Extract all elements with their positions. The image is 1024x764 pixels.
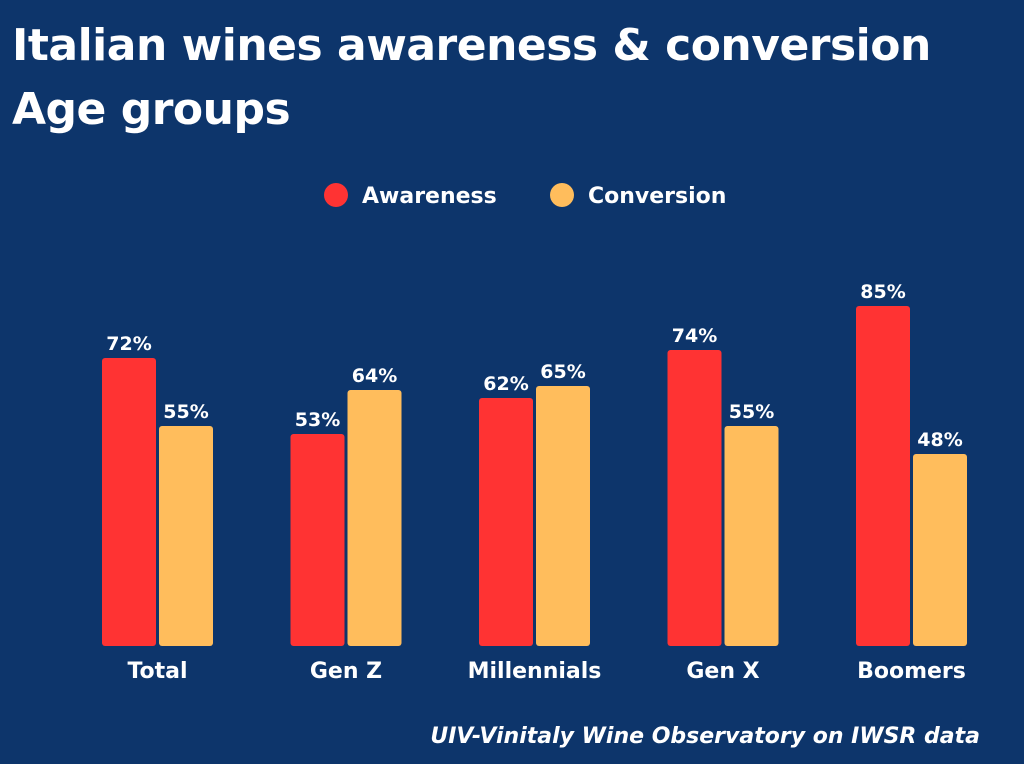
bar-conversion-gen-x [724,426,779,646]
category-label-boomers: Boomers [857,659,966,684]
bar-conversion-total [159,426,213,646]
data-label-conversion-total: 55% [163,401,208,423]
data-label-conversion-boomers: 48% [917,429,962,451]
bar-awareness-gen-z [290,434,345,646]
title-line-2: Age groups [12,84,291,135]
data-label-awareness-gen-z: 53% [295,409,340,431]
category-label-gen-x: Gen X [686,659,759,684]
legend-label-conversion: Conversion [588,184,726,209]
bar-conversion-gen-z [347,390,402,646]
data-label-conversion-gen-z: 64% [352,365,397,387]
data-label-conversion-millennials: 65% [540,361,585,383]
category-labels: Total Gen Z Millennials Gen X Boomers [127,659,965,684]
bar-labels: 72% 55% 53% 64% 62% 65% 74% 55% 85% 48% [106,281,962,451]
chart-title: Italian wines awareness & conversion Age… [12,14,931,142]
bars [102,306,967,646]
category-label-millennials: Millennials [468,659,602,684]
bar-awareness-gen-x [667,350,722,646]
data-label-awareness-boomers: 85% [860,281,905,303]
bar-awareness-total [102,358,156,646]
bar-conversion-millennials [536,386,590,646]
legend-swatch-conversion [550,183,574,207]
bar-conversion-boomers [913,454,967,646]
legend: Awareness Conversion [324,183,726,209]
source-note: UIV-Vinitaly Wine Observatory on IWSR da… [430,724,980,749]
legend-label-awareness: Awareness [362,184,497,209]
category-label-total: Total [127,659,187,684]
bar-awareness-boomers [856,306,910,646]
legend-swatch-awareness [324,183,348,207]
bar-awareness-millennials [479,398,533,646]
category-label-gen-z: Gen Z [310,659,382,684]
title-line-1: Italian wines awareness & conversion [12,20,931,71]
data-label-conversion-gen-x: 55% [729,401,774,423]
data-label-awareness-millennials: 62% [483,373,528,395]
data-label-awareness-total: 72% [106,333,151,355]
data-label-awareness-gen-x: 74% [672,325,717,347]
